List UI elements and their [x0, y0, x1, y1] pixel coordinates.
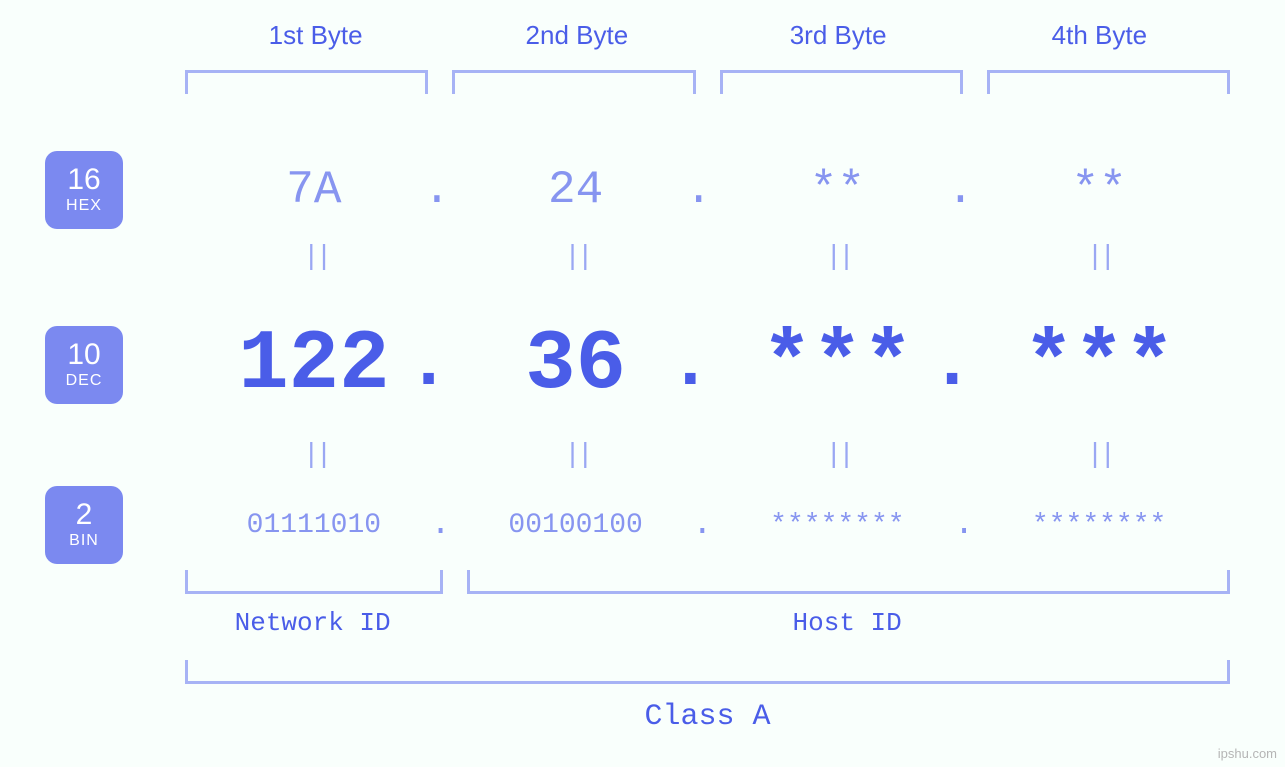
hex-byte-3: **.: [707, 164, 969, 216]
byte-brackets: [185, 70, 1230, 98]
network-id-label: Network ID: [185, 608, 440, 638]
bin-byte-4: ********: [968, 510, 1230, 541]
class-bracket-icon: [185, 660, 1230, 684]
dec-byte-4: ***: [968, 318, 1230, 413]
badge-bin-number: 2: [76, 500, 93, 530]
badge-bin: 2 BIN: [45, 486, 123, 564]
bin-byte-2: 00100100.: [445, 510, 707, 541]
bin-values: 01111010. 00100100. ********. ********: [183, 510, 1230, 541]
row-hex: 16 HEX 7A. 24. **. **: [45, 150, 1230, 230]
equals-icon: ||: [446, 440, 707, 471]
byte-header-row: 1st Byte 2nd Byte 3rd Byte 4th Byte: [185, 20, 1230, 51]
bin-byte-1: 01111010.: [183, 510, 445, 541]
equals-icon: ||: [969, 242, 1230, 273]
equals-icon: ||: [185, 242, 446, 273]
nethost-labels: Network ID Host ID: [185, 608, 1230, 638]
equals-icon: ||: [185, 440, 446, 471]
nethost-brackets: [185, 570, 1230, 594]
row-bin: 2 BIN 01111010. 00100100. ********. ****…: [45, 490, 1230, 560]
equals-icon: ||: [708, 242, 969, 273]
dec-byte-1: 122.: [183, 318, 445, 413]
byte-header-1: 1st Byte: [185, 20, 446, 51]
badge-dec-number: 10: [67, 340, 100, 370]
hex-values: 7A. 24. **. **: [183, 164, 1230, 216]
bracket-icon: [185, 570, 443, 594]
equals-row-1: || || || ||: [185, 242, 1230, 273]
equals-icon: ||: [446, 242, 707, 273]
class-label: Class A: [185, 700, 1230, 734]
bracket-icon: [185, 70, 428, 94]
bracket-icon: [720, 70, 963, 94]
dec-byte-2: 36.: [445, 318, 707, 413]
equals-row-2: || || || ||: [185, 440, 1230, 471]
host-id-label: Host ID: [464, 608, 1230, 638]
bracket-icon: [452, 70, 695, 94]
byte-header-3: 3rd Byte: [708, 20, 969, 51]
badge-dec: 10 DEC: [45, 326, 123, 404]
equals-icon: ||: [708, 440, 969, 471]
ip-diagram: 1st Byte 2nd Byte 3rd Byte 4th Byte 16 H…: [0, 0, 1285, 767]
badge-hex-number: 16: [67, 165, 100, 195]
bracket-icon: [987, 70, 1230, 94]
hex-byte-2: 24.: [445, 164, 707, 216]
watermark: ipshu.com: [1218, 746, 1277, 761]
equals-icon: ||: [969, 440, 1230, 471]
byte-header-2: 2nd Byte: [446, 20, 707, 51]
hex-byte-4: **: [968, 164, 1230, 216]
badge-bin-label: BIN: [69, 532, 99, 550]
byte-header-4: 4th Byte: [969, 20, 1230, 51]
bin-byte-3: ********.: [707, 510, 969, 541]
dec-values: 122. 36. ***. ***: [183, 318, 1230, 413]
row-dec: 10 DEC 122. 36. ***. ***: [45, 320, 1230, 410]
dec-byte-3: ***.: [707, 318, 969, 413]
hex-byte-1: 7A.: [183, 164, 445, 216]
badge-hex: 16 HEX: [45, 151, 123, 229]
bracket-icon: [467, 570, 1230, 594]
badge-hex-label: HEX: [66, 197, 102, 215]
badge-dec-label: DEC: [66, 372, 103, 390]
